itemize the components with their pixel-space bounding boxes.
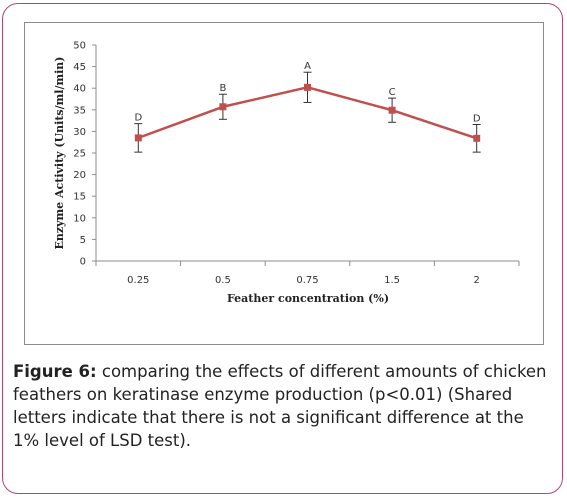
y-tick-label: 25	[73, 149, 86, 160]
y-tick-label: 30	[73, 127, 86, 138]
y-tick-label: 5	[80, 235, 86, 246]
x-axis-title: Feather concentration (%)	[227, 292, 389, 305]
x-tick-label: 0.5	[215, 275, 231, 286]
x-tick-label: 0.75	[296, 275, 318, 286]
line-chart: 0 5 10 15 20 25 30 35 40 45 50 0.25 0.5 0.75 1.5 2 D B A…	[53, 41, 520, 305]
significance-letter: D	[134, 113, 142, 124]
series-layer: D B A C D	[134, 61, 481, 153]
x-tick-label: 2	[474, 275, 480, 286]
significance-letter: D	[473, 113, 481, 124]
y-axis-title: Enzyme Activity (Units/ml/min)	[53, 57, 66, 250]
x-tick-label: 0.25	[127, 275, 149, 286]
y-tick-labels: 0 5 10 15 20 25 30 35 40 45 50	[73, 41, 96, 268]
chart-panel	[24, 22, 544, 345]
y-tick-label: 0	[80, 257, 86, 268]
y-tick-label: 50	[73, 41, 86, 52]
figure-caption: Figure 6: comparing the effects of diffe…	[13, 360, 553, 452]
significance-letter: A	[304, 61, 311, 72]
x-tick-labels: 0.25 0.5 0.75 1.5 2	[95, 261, 520, 286]
data-point-marker	[219, 103, 227, 111]
data-point-marker	[388, 106, 396, 114]
significance-letter: B	[219, 83, 226, 94]
y-tick-label: 15	[73, 192, 86, 203]
caption-text: comparing the effects of different amoun…	[13, 362, 547, 450]
y-tick-label: 10	[73, 213, 86, 224]
y-tick-label: 45	[73, 62, 86, 73]
x-tick-label: 1.5	[384, 275, 400, 286]
significance-letter: C	[389, 87, 396, 98]
y-tick-label: 35	[73, 105, 86, 116]
data-point-marker	[304, 83, 311, 91]
data-point-marker	[473, 134, 481, 142]
caption-label: Figure 6:	[13, 362, 97, 381]
y-tick-label: 20	[73, 170, 86, 181]
data-point-marker	[134, 134, 142, 142]
y-tick-label: 40	[73, 84, 86, 95]
